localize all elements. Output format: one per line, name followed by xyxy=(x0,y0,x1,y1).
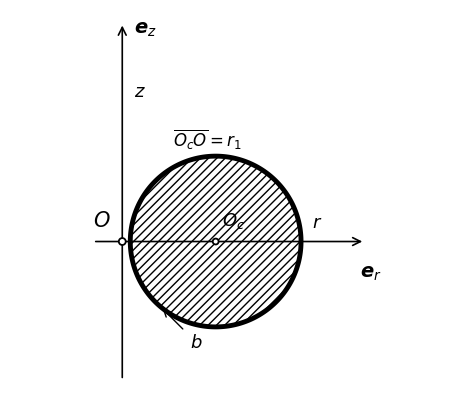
Text: $\overline{O_c O} = r_1$: $\overline{O_c O} = r_1$ xyxy=(173,128,242,152)
Text: $\boldsymbol{e}_r$: $\boldsymbol{e}_r$ xyxy=(360,264,382,283)
Text: $O$: $O$ xyxy=(93,211,110,231)
Text: $b$: $b$ xyxy=(190,334,203,351)
Text: $z$: $z$ xyxy=(134,83,146,101)
Circle shape xyxy=(119,238,126,245)
Circle shape xyxy=(213,239,219,245)
Text: $\boldsymbol{e}_z$: $\boldsymbol{e}_z$ xyxy=(134,20,157,39)
Polygon shape xyxy=(130,156,301,327)
Text: $r$: $r$ xyxy=(312,214,322,232)
Text: $O_c$: $O_c$ xyxy=(222,211,245,231)
